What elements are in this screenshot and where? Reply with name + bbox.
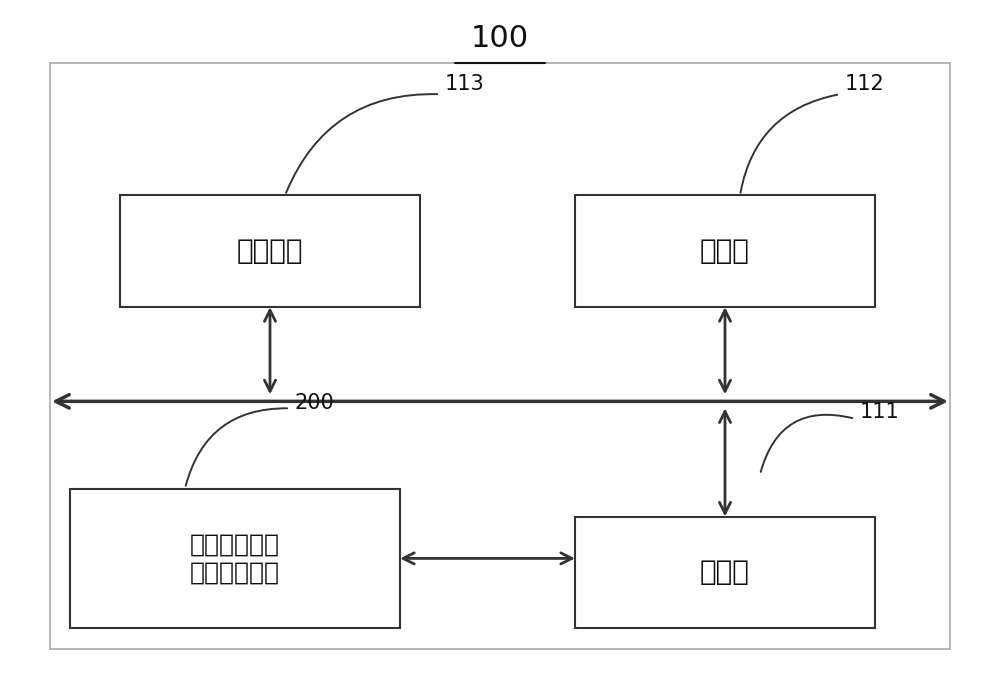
FancyArrowPatch shape	[186, 408, 287, 486]
FancyArrowPatch shape	[740, 95, 837, 193]
FancyArrowPatch shape	[286, 94, 437, 193]
Text: 112: 112	[845, 74, 885, 94]
Text: 存储器: 存储器	[700, 558, 750, 586]
Text: 111: 111	[860, 402, 900, 422]
Bar	[50, 63, 950, 649]
Bar	[575, 195, 875, 307]
Text: 处理器: 处理器	[700, 237, 750, 265]
Text: 通信单元: 通信单元	[237, 237, 303, 265]
Bar	[120, 195, 420, 307]
Text: 200: 200	[295, 393, 335, 413]
Text: 全景影像与点
云的配准装置: 全景影像与点 云的配准装置	[190, 533, 280, 584]
Text: 113: 113	[445, 74, 485, 94]
Bar	[575, 517, 875, 628]
Text: 100: 100	[471, 24, 529, 54]
FancyArrowPatch shape	[761, 415, 852, 472]
Bar	[70, 489, 400, 628]
